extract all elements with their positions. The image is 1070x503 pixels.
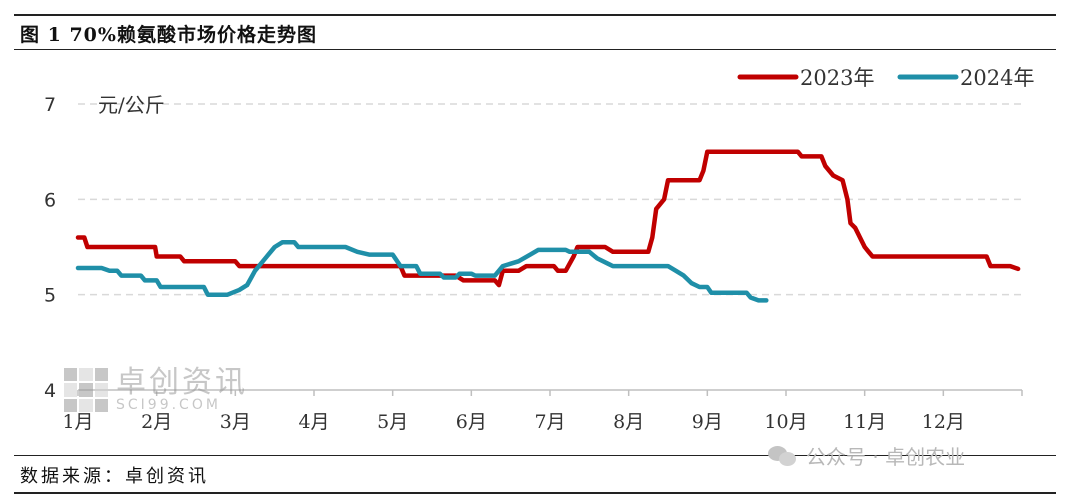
data-source: 数据来源：卓创资讯 xyxy=(20,466,209,487)
legend-label-1: 2023年 xyxy=(800,66,874,90)
series-line-1 xyxy=(75,149,1021,288)
x-tick-label: 12月 xyxy=(922,411,965,433)
x-tick-label: 4月 xyxy=(298,411,329,433)
top-rule xyxy=(14,14,1056,16)
y-tick-label: 7 xyxy=(44,94,56,116)
x-tick-label: 1月 xyxy=(62,411,93,433)
wechat-icon xyxy=(768,444,798,468)
x-tick-label: 5月 xyxy=(377,411,408,433)
legend-label-2: 2024年 xyxy=(960,66,1034,90)
x-tick-label: 7月 xyxy=(534,411,565,433)
wechat-badge: 公众号 · 卓创农业 xyxy=(768,441,965,470)
wechat-label: 公众号 · 卓创农业 xyxy=(806,445,966,469)
x-tick-label: 2月 xyxy=(141,411,172,433)
y-tick-label: 5 xyxy=(44,285,56,307)
x-tick-label: 9月 xyxy=(692,411,723,433)
sci99-logo-icon xyxy=(64,368,108,412)
watermark-name: 卓创资讯 xyxy=(116,365,248,400)
x-tick-label: 11月 xyxy=(843,411,886,433)
x-tick-label: 8月 xyxy=(613,411,644,433)
x-tick-label: 6月 xyxy=(456,411,487,433)
watermark: 卓创资讯 SCI99.COM xyxy=(64,368,248,412)
y-tick-label: 6 xyxy=(44,189,56,211)
watermark-site: SCI99.COM xyxy=(116,397,221,413)
bottom-rule xyxy=(14,492,1056,494)
x-tick-label: 3月 xyxy=(220,411,251,433)
x-tick-label: 10月 xyxy=(764,411,807,433)
title-rule xyxy=(14,49,1056,50)
y-axis-label: 元/公斤 xyxy=(98,93,165,117)
series-line-2 xyxy=(75,239,769,303)
y-tick-label: 4 xyxy=(44,380,56,402)
figure-title: 图 1 70%赖氨酸市场价格走势图 xyxy=(20,24,317,46)
source-rule xyxy=(14,455,1056,456)
